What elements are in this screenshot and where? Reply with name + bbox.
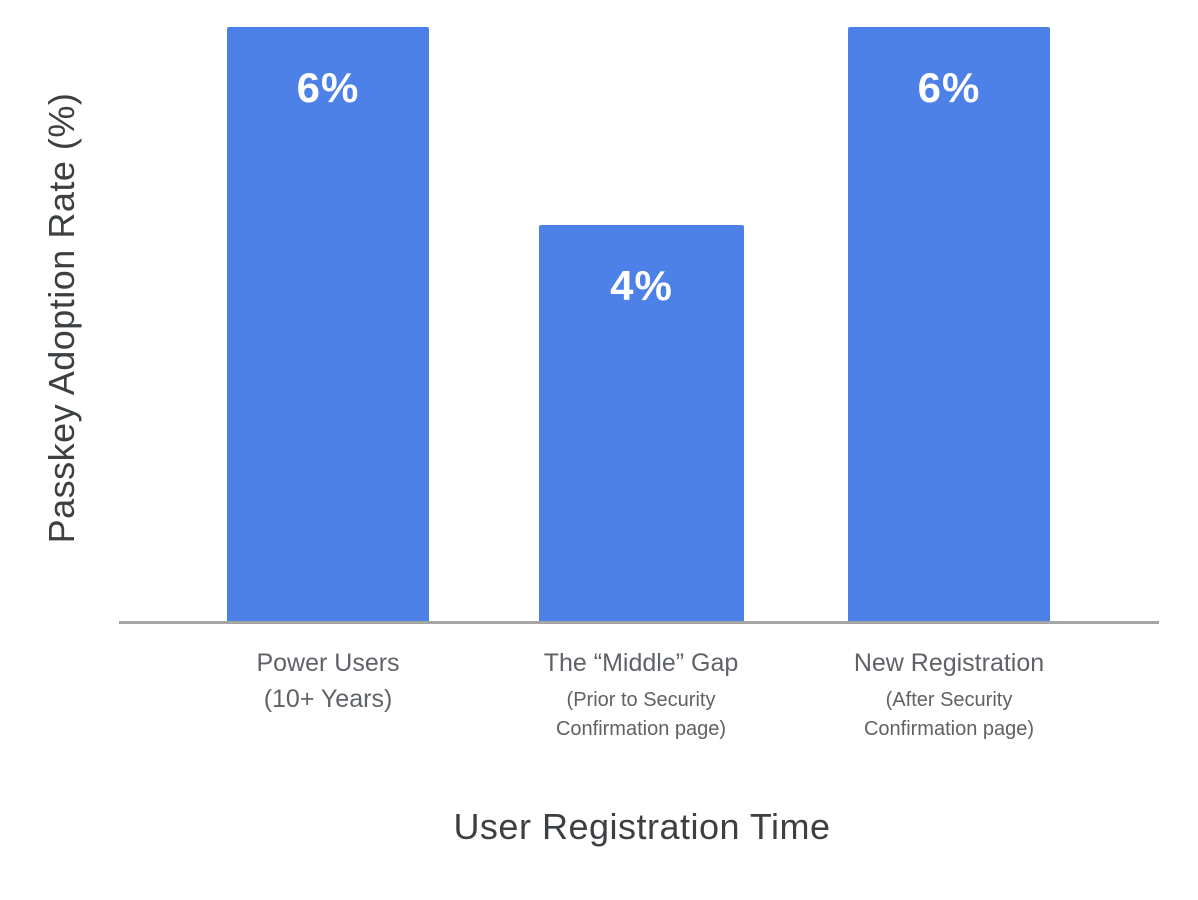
x-axis-line <box>119 621 1159 624</box>
bar-value-label: 6% <box>296 64 360 111</box>
category-main-label: The “Middle” Gap <box>543 649 739 677</box>
bar-value-label: 6% <box>917 64 981 111</box>
bar-middle-gap: 4% <box>539 225 744 621</box>
category-label-middle-gap: The “Middle” Gap (Prior to Security Conf… <box>501 645 781 744</box>
category-sub-label: (Prior to Security Confirmation page) <box>555 689 727 741</box>
y-axis-title: Passkey Adoption Rate (%) <box>41 92 82 544</box>
category-label-power-users: Power Users (10+ Years) <box>188 645 468 723</box>
bar-power-users: 6% <box>227 27 429 621</box>
x-axis-title: User Registration Time <box>453 806 831 847</box>
category-main-label: Power Users (10+ Years) <box>256 649 400 714</box>
category-label-new-registration: New Registration (After Security Confirm… <box>809 645 1089 744</box>
category-sub-label: (After Security Confirmation page) <box>863 689 1035 741</box>
category-main-label: New Registration <box>853 649 1045 677</box>
bar-new-registration: 6% <box>848 27 1050 621</box>
plot-area: 6% 4% 6% <box>119 0 1159 624</box>
bar-value-label: 4% <box>610 262 673 309</box>
